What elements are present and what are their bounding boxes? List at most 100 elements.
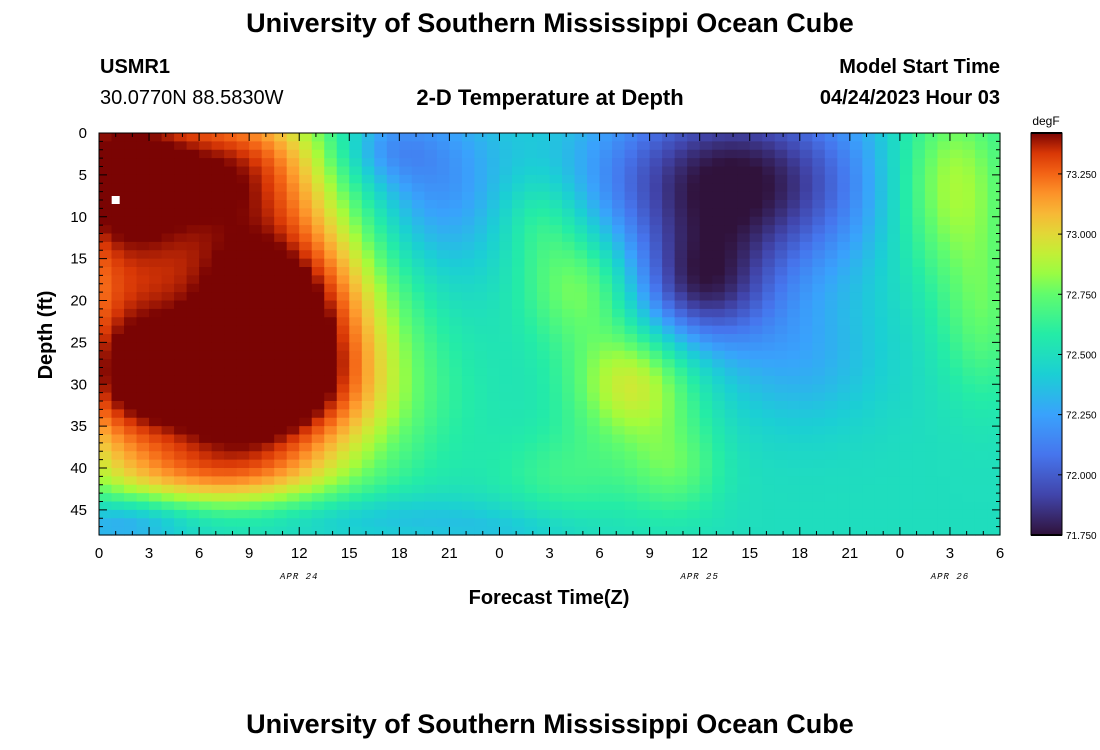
- heatmap-cell: [449, 258, 463, 268]
- heatmap-cell: [712, 476, 726, 486]
- heatmap-cell: [436, 225, 450, 235]
- heatmap-cell: [386, 225, 400, 235]
- heatmap-cell: [837, 191, 851, 201]
- heatmap-cell: [349, 451, 363, 461]
- heatmap-cell: [749, 367, 763, 377]
- heatmap-cell: [499, 334, 513, 343]
- heatmap-cell: [199, 241, 213, 251]
- heatmap-cell: [987, 200, 1001, 209]
- heatmap-cell: [486, 149, 501, 159]
- heatmap-cell: [161, 350, 175, 360]
- heatmap-cell: [974, 476, 989, 486]
- heatmap-cell: [837, 434, 851, 444]
- heatmap-cell: [149, 459, 163, 469]
- heatmap-cell: [924, 426, 939, 436]
- heatmap-cell: [124, 484, 138, 494]
- heatmap-cell: [799, 300, 813, 310]
- heatmap-cell: [837, 384, 851, 394]
- heatmap-cell: [399, 275, 413, 285]
- heatmap-cell: [662, 183, 676, 193]
- heatmap-cell: [974, 267, 989, 276]
- heatmap-cell: [274, 417, 288, 427]
- heatmap-cell: [311, 401, 325, 410]
- heatmap-cell: [274, 359, 288, 369]
- heatmap-cell: [136, 359, 150, 369]
- heatmap-cell: [136, 518, 150, 528]
- heatmap-cell: [824, 200, 838, 209]
- heatmap-cell: [99, 375, 113, 385]
- heatmap-cell: [411, 342, 425, 352]
- heatmap-cell: [724, 200, 738, 209]
- heatmap-cell: [336, 166, 350, 176]
- heatmap-cell: [149, 191, 163, 201]
- heatmap-cell: [524, 141, 538, 151]
- heatmap-cell: [536, 401, 551, 410]
- heatmap-cell: [349, 149, 363, 159]
- heatmap-cell: [712, 392, 726, 402]
- heatmap-cell: [624, 501, 638, 511]
- heatmap-cell: [99, 166, 113, 176]
- heatmap-cell: [224, 518, 238, 528]
- heatmap-cell: [386, 384, 400, 394]
- heatmap-cell: [524, 359, 538, 369]
- heatmap-cell: [199, 342, 213, 352]
- heatmap-cell: [511, 526, 526, 536]
- heatmap-cell: [787, 166, 801, 176]
- heatmap-cell: [749, 409, 763, 419]
- heatmap-cell: [511, 434, 526, 444]
- heatmap-cell: [649, 292, 663, 302]
- heatmap-cell: [912, 409, 926, 419]
- heatmap-cell: [374, 191, 388, 201]
- heatmap-cell: [124, 174, 138, 184]
- heatmap-cell: [386, 317, 400, 327]
- heatmap-cell: [449, 367, 463, 377]
- heatmap-cell: [962, 149, 976, 159]
- heatmap-cell: [799, 292, 813, 302]
- heatmap-cell: [587, 518, 601, 528]
- heatmap-cell: [574, 384, 588, 394]
- heatmap-cell: [336, 250, 350, 260]
- heatmap-cell: [361, 375, 375, 385]
- heatmap-cell: [787, 442, 801, 452]
- heatmap-cell: [599, 267, 613, 276]
- heatmap-cell: [774, 442, 788, 452]
- heatmap-cell: [399, 292, 413, 302]
- heatmap-cell: [887, 325, 901, 335]
- heatmap-cell: [949, 233, 964, 243]
- heatmap-cell: [949, 484, 964, 494]
- heatmap-cell: [674, 158, 688, 168]
- heatmap-cell: [149, 518, 163, 528]
- heatmap-cell: [987, 434, 1001, 444]
- heatmap-cell: [937, 317, 951, 327]
- heatmap-cell: [824, 283, 838, 293]
- heatmap-cell: [562, 493, 576, 503]
- heatmap-cell: [599, 493, 613, 503]
- heatmap-cell: [912, 308, 926, 318]
- heatmap-cell: [511, 426, 526, 436]
- heatmap-cell: [837, 308, 851, 318]
- heatmap-cell: [624, 258, 638, 268]
- heatmap-cell: [787, 258, 801, 268]
- heatmap-cell: [624, 426, 638, 436]
- heatmap-cell: [687, 334, 701, 343]
- heatmap-cell: [862, 141, 876, 151]
- heatmap-cell: [299, 183, 313, 193]
- heatmap-cell: [199, 518, 213, 528]
- colorbar-unit: degF: [1032, 114, 1059, 128]
- heatmap-cell: [824, 434, 838, 444]
- heatmap-cell: [974, 250, 989, 260]
- heatmap-cell: [111, 133, 125, 142]
- heatmap-cell: [649, 342, 663, 352]
- heatmap-cell: [737, 250, 751, 260]
- heatmap-cell: [824, 442, 838, 452]
- colorbar: 73.25073.00072.75072.50072.25072.00071.7…: [1030, 132, 1097, 542]
- heatmap-cell: [386, 174, 400, 184]
- heatmap-cell: [637, 409, 651, 419]
- heatmap-cell: [624, 283, 638, 293]
- heatmap-cell: [974, 484, 989, 494]
- heatmap-cell: [161, 509, 175, 519]
- heatmap-cell: [749, 459, 763, 469]
- heatmap-cell: [136, 501, 150, 511]
- heatmap-cell: [361, 325, 375, 335]
- heatmap-cell: [924, 191, 939, 201]
